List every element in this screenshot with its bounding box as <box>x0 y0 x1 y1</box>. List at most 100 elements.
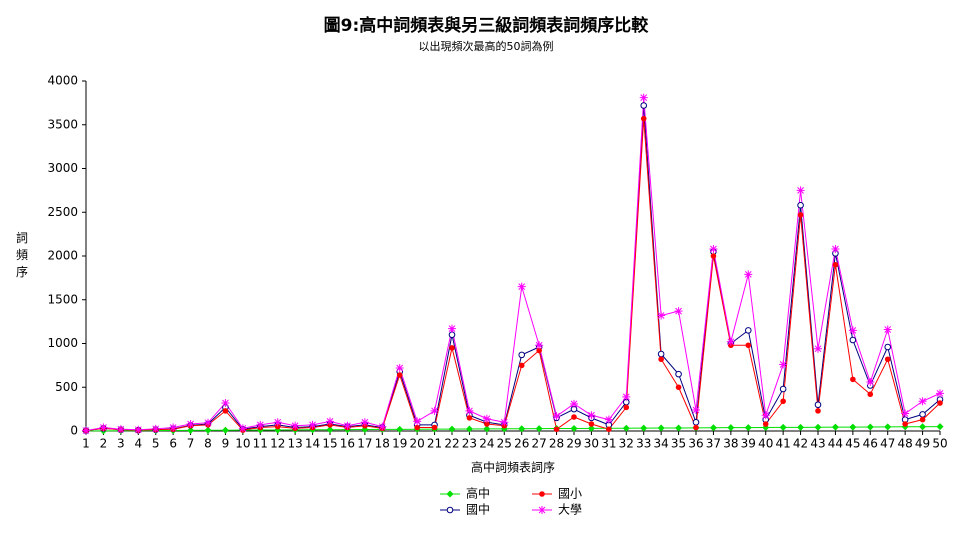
point <box>901 409 910 418</box>
series-line <box>85 97 941 432</box>
point <box>884 356 891 363</box>
point <box>849 423 857 431</box>
point <box>622 424 630 432</box>
point <box>762 421 769 427</box>
point <box>796 186 805 195</box>
x-tick-label: 9 <box>222 437 230 451</box>
point <box>745 342 752 349</box>
y-tick-label: 1000 <box>47 336 78 350</box>
point <box>273 418 282 427</box>
x-tick-label: 28 <box>549 437 564 451</box>
legend-label: 國中 <box>466 502 490 517</box>
y-tick-label: 500 <box>55 380 78 394</box>
point <box>814 344 822 353</box>
chart-title: 圖9:高中詞頻表與另三級詞頻表詞頻序比較 <box>324 15 650 36</box>
point <box>919 411 926 418</box>
point <box>378 422 387 431</box>
x-tick-label: 24 <box>479 437 494 451</box>
point <box>936 389 944 398</box>
point <box>187 426 195 434</box>
point <box>414 424 420 431</box>
point <box>850 376 856 383</box>
point <box>797 423 805 431</box>
point <box>570 424 578 432</box>
point <box>326 426 334 434</box>
point <box>918 397 927 406</box>
point <box>396 372 403 378</box>
point <box>449 345 455 351</box>
x-tick-label: 20 <box>410 437 425 451</box>
point <box>151 424 160 433</box>
y-tick-label: 4000 <box>47 74 78 88</box>
point <box>552 412 561 421</box>
x-tick-label: 14 <box>305 437 320 451</box>
point <box>204 426 212 434</box>
point <box>726 337 735 346</box>
point <box>658 356 664 363</box>
point <box>448 425 456 433</box>
x-tick-label: 31 <box>601 437 616 451</box>
point <box>710 253 717 259</box>
point <box>360 418 369 427</box>
point <box>395 364 404 372</box>
x-tick-label: 7 <box>187 437 195 451</box>
legend-marker <box>446 506 454 514</box>
point <box>448 324 456 333</box>
x-tick-label: 43 <box>810 437 825 451</box>
point <box>518 351 526 359</box>
point <box>657 424 665 432</box>
point <box>482 414 491 423</box>
x-tick-label: 23 <box>462 437 477 451</box>
x-tick-label: 27 <box>532 437 547 451</box>
x-tick-label: 44 <box>828 437 843 451</box>
x-tick-label: 6 <box>169 437 177 451</box>
x-tick-label: 45 <box>845 437 860 451</box>
point <box>308 420 317 429</box>
point <box>431 424 438 431</box>
x-tick-label: 25 <box>497 437 512 451</box>
point <box>186 420 195 428</box>
x-tick-label: 50 <box>932 437 947 451</box>
point <box>814 401 822 409</box>
point <box>831 423 839 431</box>
point <box>570 399 578 408</box>
point <box>779 423 787 431</box>
chart-subtitle: 以出現頻次最高的50詞為例 <box>419 39 554 53</box>
y-tick-label: 3000 <box>47 161 78 175</box>
x-tick-label: 2 <box>100 437 108 451</box>
series-line <box>85 105 941 432</box>
point <box>500 418 509 427</box>
y-tick-label: 3500 <box>47 117 78 131</box>
x-axis-label: 高中詞頻表詞序 <box>471 460 555 475</box>
point <box>675 384 682 391</box>
x-tick-label: 46 <box>863 437 878 451</box>
x-tick-label: 36 <box>688 437 703 451</box>
point <box>744 270 753 279</box>
point <box>221 399 230 407</box>
x-tick-label: 12 <box>270 437 285 451</box>
point <box>919 416 926 423</box>
x-tick-label: 21 <box>427 437 442 451</box>
point <box>396 425 404 433</box>
point <box>937 400 943 406</box>
x-tick-label: 19 <box>392 437 407 451</box>
x-tick-label: 38 <box>723 437 738 451</box>
point <box>99 423 108 432</box>
point <box>919 423 927 431</box>
x-tick-label: 33 <box>636 437 651 451</box>
point <box>536 347 542 354</box>
x-tick-label: 39 <box>741 437 756 451</box>
point <box>727 424 735 432</box>
point <box>622 392 631 401</box>
x-tick-label: 42 <box>793 437 808 451</box>
y-tick-label: 2000 <box>47 249 78 263</box>
point <box>692 406 700 414</box>
point <box>657 350 665 358</box>
point <box>291 421 300 430</box>
x-tick-label: 3 <box>117 437 125 451</box>
point <box>571 414 577 420</box>
point <box>465 406 474 415</box>
point <box>606 426 612 433</box>
